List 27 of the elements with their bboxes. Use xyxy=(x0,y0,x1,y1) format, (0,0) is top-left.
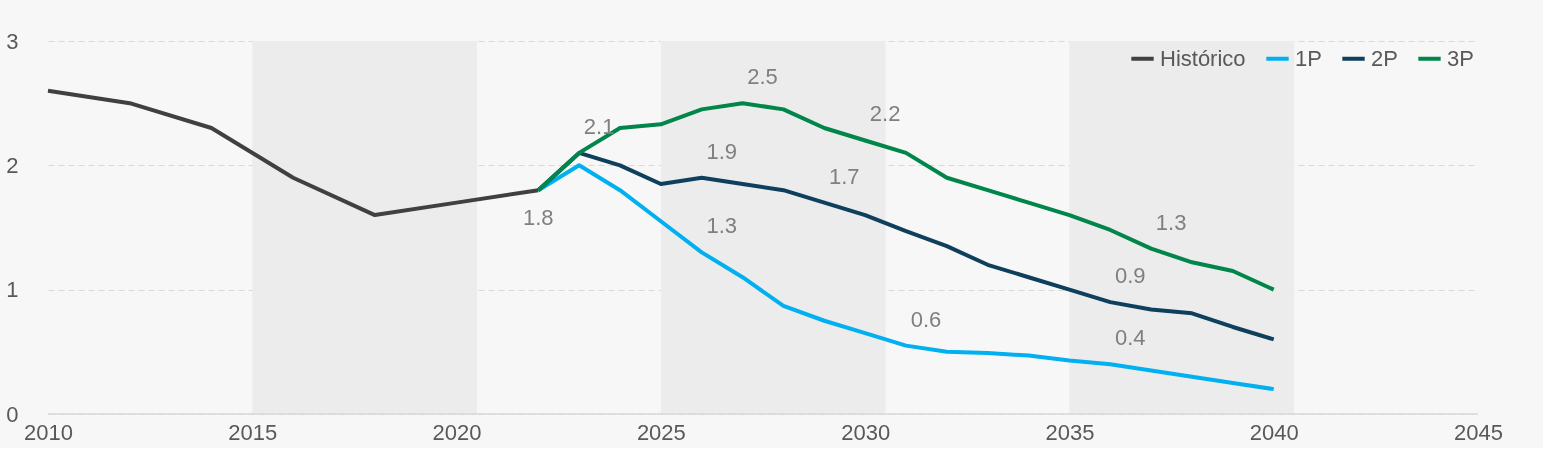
x-tick-label: 2015 xyxy=(228,419,278,445)
annotation: 1.8 xyxy=(522,205,554,231)
annotation: 0.9 xyxy=(1114,263,1146,289)
annotation: 2.1 xyxy=(583,113,615,139)
x-tick-label: 2010 xyxy=(24,419,73,445)
annotation: 0.6 xyxy=(910,306,942,332)
annotation: 2.5 xyxy=(747,64,778,90)
x-tick-label: 2045 xyxy=(1454,419,1503,445)
legend-label: Histórico xyxy=(1160,45,1246,71)
y-tick-label: 0 xyxy=(6,401,19,427)
y-tick-label: 2 xyxy=(6,152,19,178)
y-tick-label: 1 xyxy=(6,277,19,303)
legend-label: 3P xyxy=(1447,45,1474,71)
legend-label: 2P xyxy=(1371,45,1398,71)
annotation: 1.9 xyxy=(706,138,738,164)
annotation: 2.2 xyxy=(869,101,901,127)
x-tick-label: 2030 xyxy=(841,419,891,445)
annotation: 0.4 xyxy=(1114,325,1146,351)
y-tick-label: 3 xyxy=(6,28,19,54)
annotation: 1.3 xyxy=(1155,209,1187,235)
legend-label: 1P xyxy=(1295,45,1322,71)
x-tick-label: 2020 xyxy=(432,419,482,445)
x-tick-label: 2040 xyxy=(1249,419,1299,445)
x-tick-label: 2025 xyxy=(636,419,686,445)
annotation: 1.3 xyxy=(706,213,738,239)
annotation: 1.7 xyxy=(828,163,860,189)
x-tick-label: 2035 xyxy=(1045,419,1095,445)
